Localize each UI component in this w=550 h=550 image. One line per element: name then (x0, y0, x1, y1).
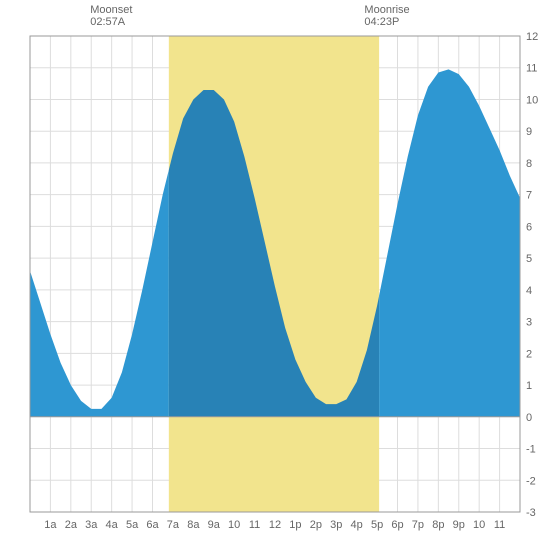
x-tick-label: 1p (289, 519, 301, 531)
x-tick-label: 3a (85, 519, 98, 531)
x-tick-label: 4p (351, 519, 363, 531)
y-tick-label: 10 (526, 94, 538, 106)
plot-area: -3-2-101234567891011121a2a3a4a5a6a7a8a9a… (0, 0, 550, 550)
x-tick-label: 1a (44, 519, 57, 531)
x-tick-label: 4a (106, 519, 119, 531)
x-tick-label: 9p (453, 519, 465, 531)
x-axis-ticks: 1a 2a 3a 4a 5a 6a 7a 8a 9a 10 11 12 1p 2p 3p 4p 5p 6p 7p 8p… (44, 519, 505, 531)
y-tick-label: 8 (526, 158, 532, 170)
tide-chart: Moonset 02:57A Moonrise 04:23P -3-2-1012… (0, 0, 550, 550)
x-tick-label: 6a (146, 519, 159, 531)
y-tick-label: 7 (526, 190, 532, 202)
x-tick-label: 2a (65, 519, 78, 531)
y-tick-label: -3 (526, 507, 536, 519)
y-tick-label: 4 (526, 285, 532, 297)
x-tick-label: 2p (310, 519, 322, 531)
x-tick-label: 7p (412, 519, 424, 531)
y-axis-ticks: -3-2-10123456789101112 (526, 31, 538, 519)
x-tick-label: 12 (269, 519, 281, 531)
x-tick-label: 5a (126, 519, 139, 531)
y-tick-label: 12 (526, 31, 538, 43)
x-tick-label: 11 (249, 519, 260, 531)
x-tick-label: 11 (494, 519, 505, 531)
x-tick-label: 10 (228, 519, 240, 531)
x-tick-label: 8p (432, 519, 444, 531)
y-tick-label: -2 (526, 475, 536, 487)
y-tick-label: 0 (526, 412, 532, 424)
y-tick-label: 11 (526, 63, 537, 75)
y-tick-label: 5 (526, 253, 532, 265)
x-tick-label: 8a (187, 519, 200, 531)
y-tick-label: 2 (526, 348, 532, 360)
x-tick-label: 9a (208, 519, 221, 531)
y-tick-label: 1 (526, 380, 532, 392)
x-tick-label: 6p (391, 519, 403, 531)
y-tick-label: 9 (526, 126, 532, 138)
y-tick-label: -1 (526, 444, 536, 456)
x-tick-label: 10 (473, 519, 485, 531)
y-tick-label: 3 (526, 317, 532, 329)
y-tick-label: 6 (526, 221, 532, 233)
x-tick-label: 5p (371, 519, 383, 531)
x-tick-label: 3p (330, 519, 342, 531)
x-tick-label: 7a (167, 519, 180, 531)
